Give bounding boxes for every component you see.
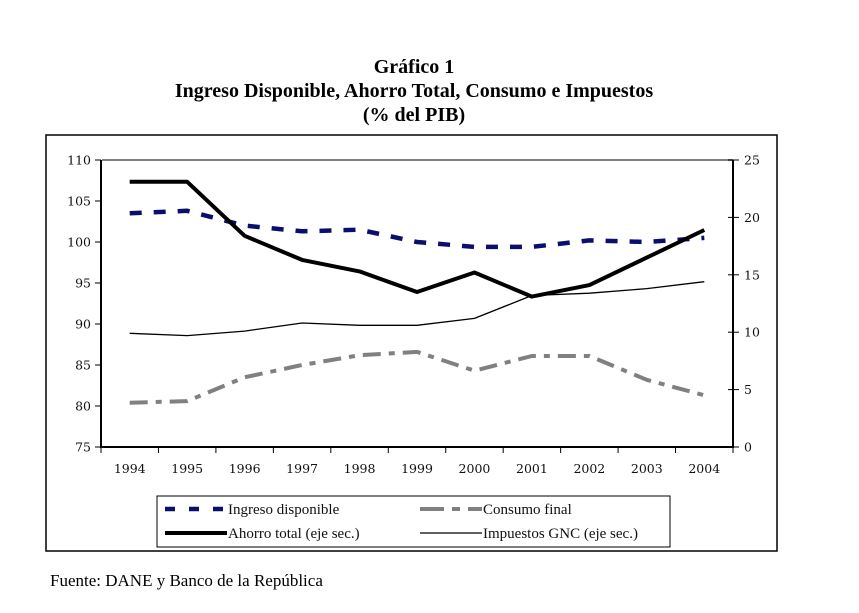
chart-title-block: Gráfico 1 Ingreso Disponible, Ahorro Tot…: [0, 55, 828, 127]
y-left-tick-label: 80: [75, 399, 91, 414]
x-tick-label: 1997: [286, 461, 318, 476]
legend-box: [156, 495, 671, 548]
series-line-consumo-final: [129, 349, 705, 405]
legend-label: Consumo final: [483, 502, 572, 518]
y-right-tick-label: 0: [744, 440, 752, 455]
x-tick-label: 1994: [114, 461, 146, 476]
x-tick-label: 2004: [688, 461, 720, 476]
chart-title: Gráfico 1: [373, 56, 455, 78]
x-tick-label: 1995: [171, 461, 203, 476]
y-right-tick-label: 15: [744, 267, 760, 282]
x-tick-label: 1996: [229, 461, 261, 476]
x-tick-label: 2001: [516, 461, 548, 476]
y-left-tick-label: 75: [75, 440, 91, 455]
y-right-tick-label: 20: [744, 210, 760, 225]
y-left-tick-label: 100: [67, 235, 91, 250]
x-tick-label: 1998: [344, 461, 376, 476]
x-tick-label: 2003: [631, 461, 663, 476]
x-tick-label: 2002: [573, 461, 605, 476]
chart-unit-label: (% del PIB): [362, 104, 466, 126]
legend-label: Impuestos GNC (eje sec.): [483, 526, 638, 542]
source-note: Fuente: DANE y Banco de la República: [50, 571, 323, 590]
y-left-tick-label: 105: [67, 194, 91, 209]
y-right-tick-label: 5: [744, 382, 752, 397]
chart-subtitle: Ingreso Disponible, Ahorro Total, Consum…: [174, 80, 654, 102]
series-line-ahorro-total-eje-sec: [129, 179, 706, 299]
series-line-ingreso-disponible: [129, 208, 705, 250]
y-left-tick-label: 95: [75, 276, 91, 291]
x-tick-label: 2000: [459, 461, 491, 476]
x-tick-label: 1999: [401, 461, 433, 476]
y-left-tick-label: 85: [75, 358, 91, 373]
y-right-tick-label: 10: [744, 325, 760, 340]
y-right-tick-label: 25: [744, 153, 760, 168]
chart-frame: [45, 134, 778, 552]
y-left-tick-label: 90: [75, 317, 91, 332]
series-line-impuestos-gnc-eje-sec: [129, 281, 705, 337]
legend-label: Ingreso disponible: [228, 502, 340, 518]
legend-label: Ahorro total (eje sec.): [228, 526, 360, 542]
y-left-tick-label: 110: [67, 153, 91, 168]
